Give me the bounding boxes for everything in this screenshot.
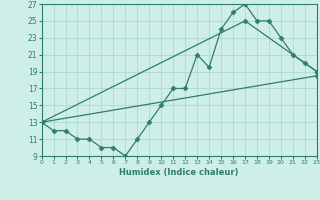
X-axis label: Humidex (Indice chaleur): Humidex (Indice chaleur) [119, 168, 239, 177]
